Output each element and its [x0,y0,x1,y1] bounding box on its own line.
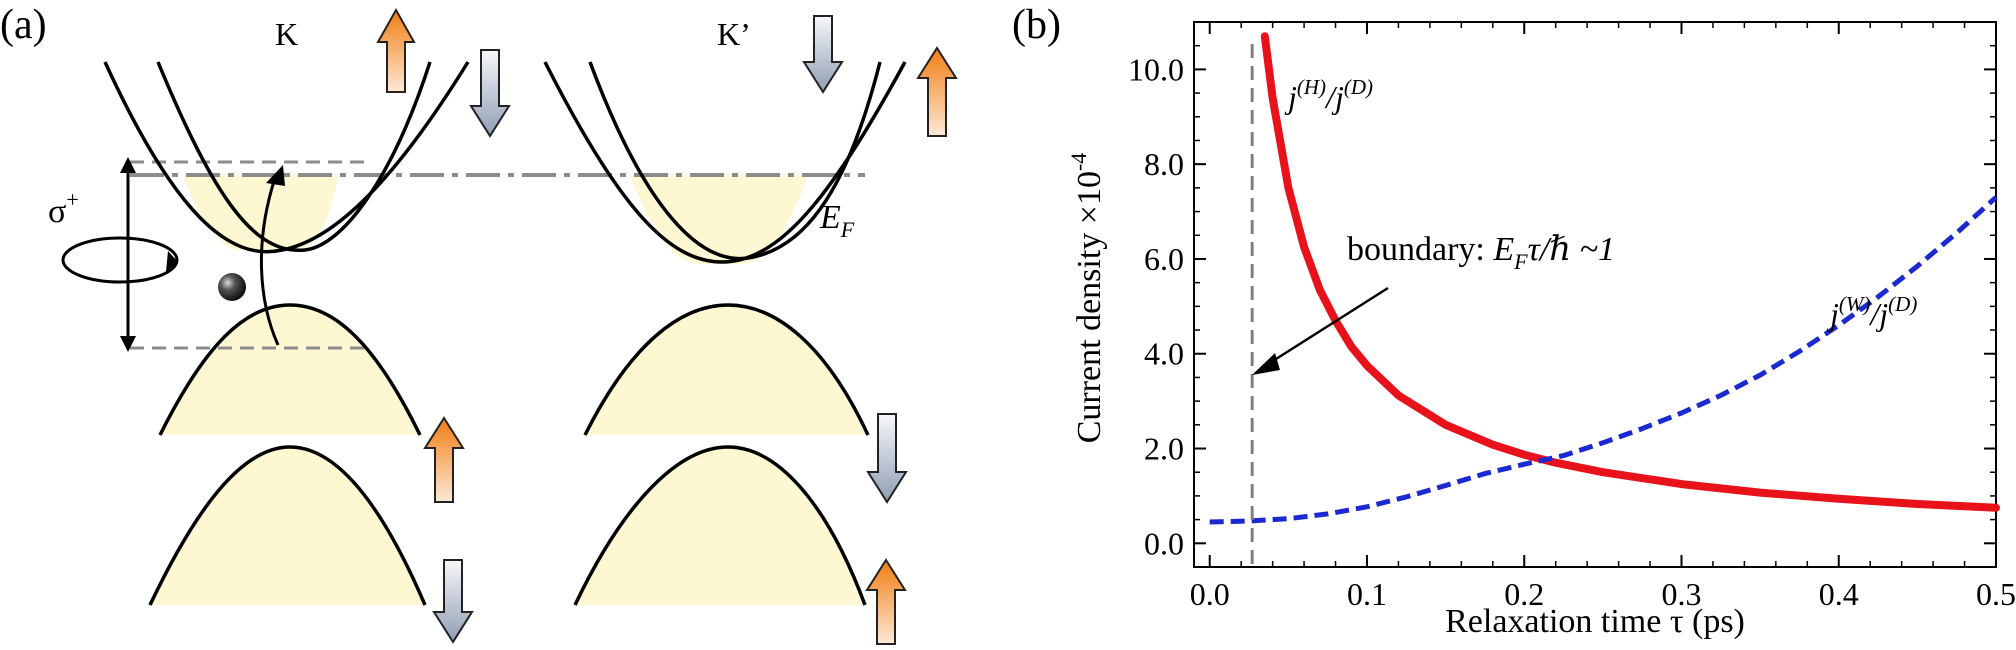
kprime-conduction-band-inner [588,61,882,261]
x-tick-label: 0.0 [1190,576,1230,612]
band-diagram-panel: (a) [0,2,958,645]
valley-label-kprime: K’ [717,16,751,52]
boundary-annotation-arrowhead [1252,353,1280,375]
circular-polarization-icon [61,236,179,284]
y-axis-label: Current density ×10-4 [1066,153,1108,444]
y-tick-label: 8.0 [1144,146,1184,182]
fermi-energy-label: EF [819,199,855,242]
spin-down-arrow-icon [432,559,474,644]
kprime-conduction-band-outer [543,61,907,264]
spin-down-arrow-icon [866,413,908,504]
valley-label-k: K [275,16,298,52]
x-tick-label: 0.3 [1661,576,1701,612]
y-tick-label: 10.0 [1128,51,1184,87]
polarization-label: σ+ [48,187,79,230]
y-tick-label: 6.0 [1144,241,1184,277]
spin-arrows [376,7,958,645]
data-series [1209,32,2000,525]
k-valence-band-lower [148,445,427,606]
x-axis-label: Relaxation time τ (ps) [1445,603,1745,640]
electron-icon [218,273,246,301]
series-line-w [1209,195,1998,525]
kprime-valence-band-upper [583,303,870,436]
y-tick-label: 4.0 [1144,336,1184,372]
excitation-arrow-head [266,165,285,186]
k-valence-band-upper [158,303,422,436]
panel-a-label: (a) [0,2,47,48]
spin-up-arrow-icon [423,416,465,503]
band-fill-group [150,175,868,605]
panel-b-label: (b) [1012,2,1061,48]
x-tick-label: 0.5 [1976,576,2016,612]
excitation-arrow [259,177,280,346]
gap-double-arrow-top-head [120,157,136,173]
spin-up-arrow-icon [865,558,907,645]
gap-double-arrow-bottom-head [120,336,136,352]
y-tick-label: 2.0 [1144,431,1184,467]
curve-label-w: j(W)/j(D) [1826,292,1917,332]
kprime-valley-bands [543,61,907,606]
boundary-annotation-text: boundary: EFτ/ℏ ~1 [1347,231,1615,274]
kprime-valence-upper-fill [585,305,868,435]
k-conduction-band-outer [103,61,470,254]
spin-down-arrow-icon [802,15,844,94]
spin-up-arrow-icon [376,7,416,93]
spin-down-arrow-icon [469,49,511,138]
kprime-conduction-fill [630,175,808,264]
x-tick-label: 0.2 [1504,576,1544,612]
y-tick-label: 0.0 [1144,525,1184,561]
kprime-valence-band-lower [573,445,867,606]
boundary-annotation-arrow [1264,286,1389,368]
k-conduction-band-inner [156,61,432,253]
x-tick-label: 0.4 [1819,576,1859,612]
x-tick-label: 0.1 [1347,576,1387,612]
spin-up-arrow-icon [916,46,958,137]
plot-frame [1193,21,1997,568]
series-line-h [1260,32,2000,512]
k-valley-bands [103,61,470,606]
axis-ticks: 0.0 0.1 0.2 0.3 0.4 0.5 0.0 2.0 4.0 6.0 8.0 10.0 [1128,21,2016,612]
current-density-chart: (b) 0.0 0.1 0.2 0.3 0.4 0.5 0.0 2.0 4.0 6.0 8.0 10.… [1012,2,2016,640]
kprime-valence-lower-fill [575,447,865,605]
curve-label-h: j(H)/j(D) [1284,75,1373,115]
